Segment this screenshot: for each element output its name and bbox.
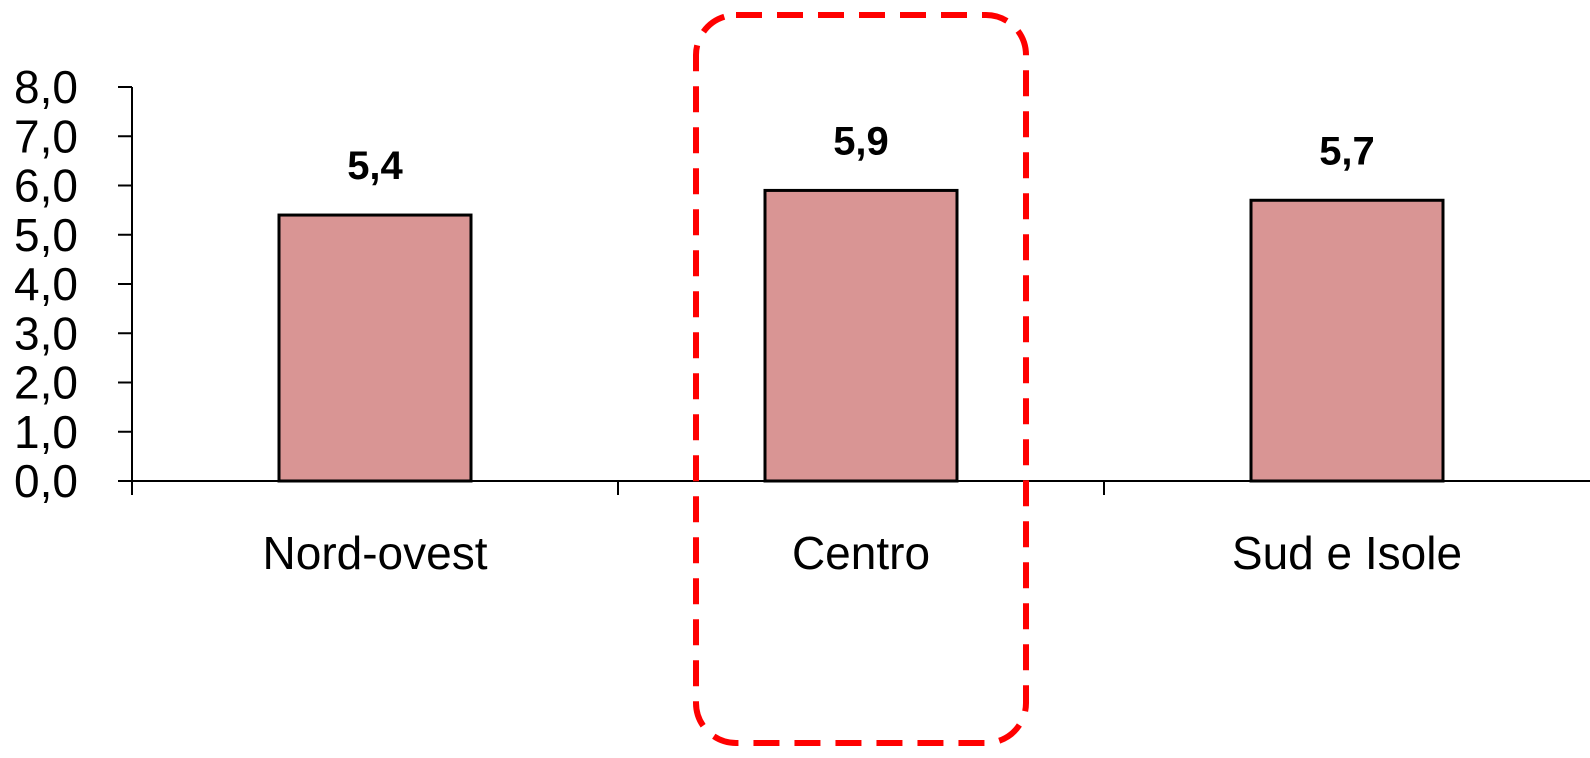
bar-sud-e-isole <box>1249 198 1445 483</box>
x-category-label: Sud e Isole <box>1232 527 1462 579</box>
data-labels: 5,4 5,9 5,7 <box>347 119 1375 188</box>
y-tick-label: 4,0 <box>14 258 78 310</box>
y-tick-label: 3,0 <box>14 307 78 359</box>
x-category-label: Centro <box>792 527 930 579</box>
bars <box>277 188 1445 483</box>
highlight-box <box>693 12 1029 746</box>
y-axis-ticks <box>118 86 132 482</box>
bar-nord-ovest <box>277 213 473 483</box>
y-tick-label: 7,0 <box>14 110 78 162</box>
data-label: 5,4 <box>347 144 403 188</box>
y-tick-label: 6,0 <box>14 160 78 212</box>
y-axis-tick-labels: 0,01,02,03,04,05,06,07,08,0 <box>14 61 78 507</box>
x-axis-category-labels: Nord-ovest Centro Sud e Isole <box>263 527 1463 579</box>
y-tick-label: 1,0 <box>14 406 78 458</box>
y-tick-label: 8,0 <box>14 61 78 113</box>
data-label: 5,9 <box>833 119 889 163</box>
y-tick-label: 0,0 <box>14 455 78 507</box>
y-tick-label: 2,0 <box>14 357 78 409</box>
bar-centro <box>763 188 959 483</box>
data-label: 5,7 <box>1319 129 1375 173</box>
x-category-label: Nord-ovest <box>263 527 488 579</box>
y-tick-label: 5,0 <box>14 209 78 261</box>
x-axis-ticks <box>131 481 1105 495</box>
